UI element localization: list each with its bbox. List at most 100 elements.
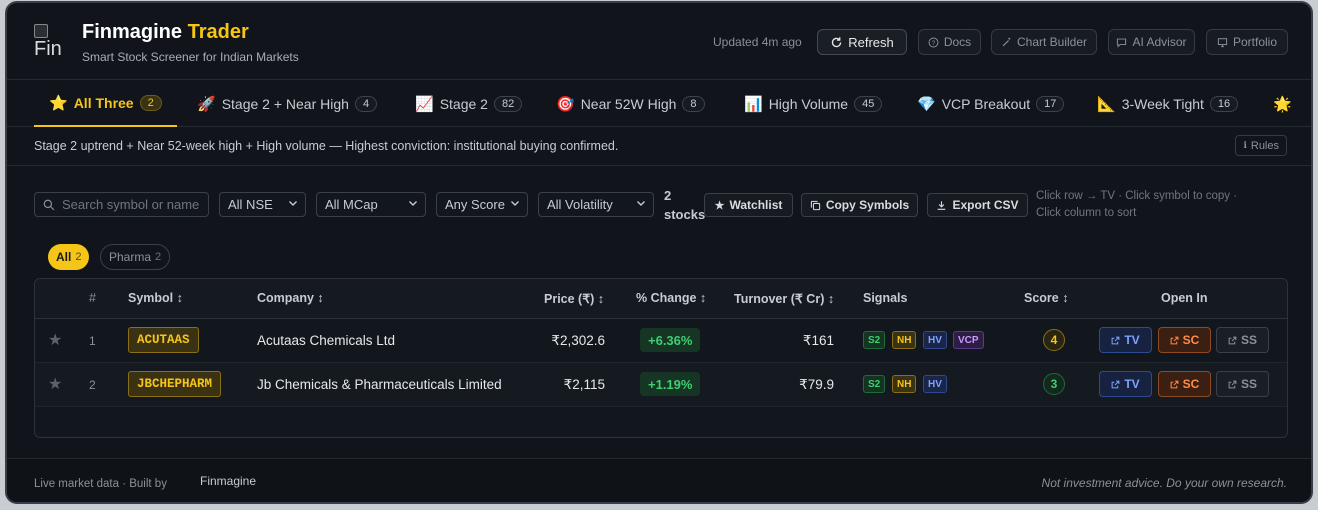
price-value: ₹2,115: [563, 377, 605, 392]
footer-credit: Live market data · Built by: [34, 478, 167, 490]
sector-chip-pharma[interactable]: Pharma 2: [100, 244, 171, 270]
external-link-icon: [1170, 336, 1179, 344]
external-link-icon: [1111, 336, 1120, 344]
signal-badge-hv: HV: [923, 331, 947, 349]
col-company[interactable]: Company ↕: [257, 291, 324, 305]
tab-3-week-tight[interactable]: 📐 3-Week Tight 16: [1097, 81, 1239, 127]
open-tradingview-button[interactable]: TV: [1099, 371, 1152, 397]
tab-count-badge: 82: [493, 96, 523, 112]
exchange-select[interactable]: All NSE: [219, 192, 306, 217]
export-csv-button[interactable]: Export CSV: [927, 193, 1028, 217]
col-symbol[interactable]: Symbol ↕: [128, 291, 183, 305]
row-rank: 2: [89, 378, 96, 392]
col-change[interactable]: % Change ↕: [636, 291, 707, 305]
tv-label: TV: [1124, 333, 1140, 347]
sector-chip-count: 2: [75, 251, 82, 263]
tab-overflow[interactable]: 🌟: [1273, 81, 1311, 127]
tab-description-row: Stage 2 uptrend + Near 52-week high + Hi…: [7, 128, 1311, 166]
chat-icon: [1117, 38, 1127, 48]
usage-hint: Click row → TV · Click symbol to copy · …: [1036, 188, 1276, 222]
app-header: Fin Finmagine Trader Smart Stock Screene…: [7, 3, 1311, 80]
sector-chip-label: Pharma: [109, 250, 152, 264]
tab-count-badge: 8: [682, 96, 705, 112]
open-screener-button[interactable]: SC: [1158, 327, 1211, 353]
portfolio-button[interactable]: Portfolio: [1206, 29, 1288, 55]
sector-chip-all[interactable]: All 2: [48, 244, 90, 270]
help-circle-icon: ?: [928, 37, 939, 47]
table-row[interactable]: ★ 2 JBCHEPHARM Jb Chemicals & Pharmaceut…: [35, 363, 1287, 407]
col-rank: #: [89, 291, 96, 305]
sc-label: SC: [1182, 333, 1200, 347]
tab-count-badge: 16: [1209, 96, 1239, 112]
signal-badge-s2: S2: [863, 331, 886, 349]
tab-label: High Volume: [768, 96, 849, 112]
broken-image-icon: [34, 24, 48, 38]
rules-button[interactable]: ℹ Rules: [1235, 135, 1287, 156]
open-tradingview-button[interactable]: TV: [1099, 327, 1152, 353]
tab-label: VCP Breakout: [941, 96, 1031, 112]
col-turnover[interactable]: Turnover (₹ Cr) ↕: [734, 292, 835, 306]
tv-label: TV: [1124, 377, 1140, 391]
search-input[interactable]: [62, 197, 202, 212]
tab-high-volume[interactable]: 📊 High Volume 45: [744, 81, 883, 127]
tab-all-three[interactable]: ⭐ All Three 2: [34, 81, 177, 127]
external-link-icon: [1228, 336, 1237, 344]
monitor-icon: [1217, 37, 1228, 47]
tab-vcp-breakout[interactable]: 💎 VCP Breakout 17: [917, 81, 1065, 127]
tab-label: 3-Week Tight: [1121, 96, 1204, 112]
open-screener-button[interactable]: SC: [1158, 371, 1211, 397]
open-stockscan-button[interactable]: SS: [1216, 327, 1269, 353]
signal-badge-hv: HV: [923, 375, 947, 393]
docs-label: Docs: [943, 35, 972, 49]
tab-count-badge: 4: [354, 96, 378, 112]
signal-badge-nh: NH: [892, 331, 917, 349]
signal-badge-nh: NH: [892, 375, 917, 393]
copy-symbols-button[interactable]: Copy Symbols: [801, 193, 918, 217]
app-window: Fin Finmagine Trader Smart Stock Screene…: [5, 1, 1313, 504]
watchlist-button[interactable]: ★ Watchlist: [704, 193, 793, 217]
tab-near-52w-high[interactable]: 🎯 Near 52W High 8: [556, 81, 705, 127]
ss-label: SS: [1240, 333, 1257, 347]
glowing-star-emoji-icon: 🌟: [1273, 96, 1292, 113]
refresh-button[interactable]: Refresh: [817, 29, 907, 55]
col-price[interactable]: Price (₹) ↕: [544, 292, 605, 306]
watchlist-star-icon[interactable]: ★: [48, 332, 63, 349]
app-title-accent: Trader: [187, 21, 249, 43]
watchlist-star-icon[interactable]: ★: [48, 376, 63, 393]
col-score[interactable]: Score ↕: [1024, 291, 1069, 305]
screener-tabs: ⭐ All Three 2 🚀 Stage 2 + Near High 4 📈 …: [7, 81, 1311, 127]
refresh-icon: [832, 36, 842, 47]
target-emoji-icon: 🎯: [556, 96, 575, 113]
footer-brand-link[interactable]: Finmagine: [200, 474, 257, 488]
open-stockscan-button[interactable]: SS: [1216, 371, 1269, 397]
search-box: [34, 192, 209, 217]
chart-builder-button[interactable]: Chart Builder: [991, 29, 1097, 55]
col-signals: Signals: [863, 291, 908, 305]
usage-hint-line2: Click column to sort: [1036, 207, 1137, 219]
row-rank: 1: [89, 334, 96, 348]
docs-button[interactable]: ? Docs: [918, 29, 981, 55]
ai-advisor-button[interactable]: AI Advisor: [1108, 29, 1195, 55]
chevron-down-icon: [289, 201, 297, 206]
symbol-chip[interactable]: JBCHEPHARM: [128, 371, 222, 397]
export-csv-label: Export CSV: [952, 198, 1019, 212]
mcap-select-value: All MCap: [325, 197, 378, 212]
tab-stage2[interactable]: 📈 Stage 2 82: [415, 81, 523, 127]
sector-chip-count: 2: [155, 251, 162, 263]
mcap-select[interactable]: All MCap: [316, 192, 426, 217]
symbol-chip[interactable]: ACUTAAS: [128, 327, 199, 353]
volatility-select[interactable]: All Volatility: [538, 192, 654, 217]
tab-count-badge: 45: [854, 96, 883, 112]
exchange-select-value: All NSE: [228, 197, 273, 212]
change-badge: +1.19%: [640, 372, 701, 396]
download-icon: [938, 200, 946, 210]
turnover-value: ₹79.9: [799, 377, 834, 392]
usage-hint-line1: Click row → TV · Click symbol to copy ·: [1036, 190, 1238, 202]
ai-advisor-label: AI Advisor: [1132, 35, 1187, 49]
table-row[interactable]: ★ 1 ACUTAAS Acutaas Chemicals Ltd ₹2,302…: [35, 319, 1287, 363]
copy-icon: [810, 200, 820, 210]
score-badge: 4: [1043, 329, 1065, 351]
portfolio-label: Portfolio: [1232, 35, 1278, 49]
score-select[interactable]: Any Score: [436, 192, 528, 217]
tab-stage2-near-high[interactable]: 🚀 Stage 2 + Near High 4: [197, 81, 378, 127]
